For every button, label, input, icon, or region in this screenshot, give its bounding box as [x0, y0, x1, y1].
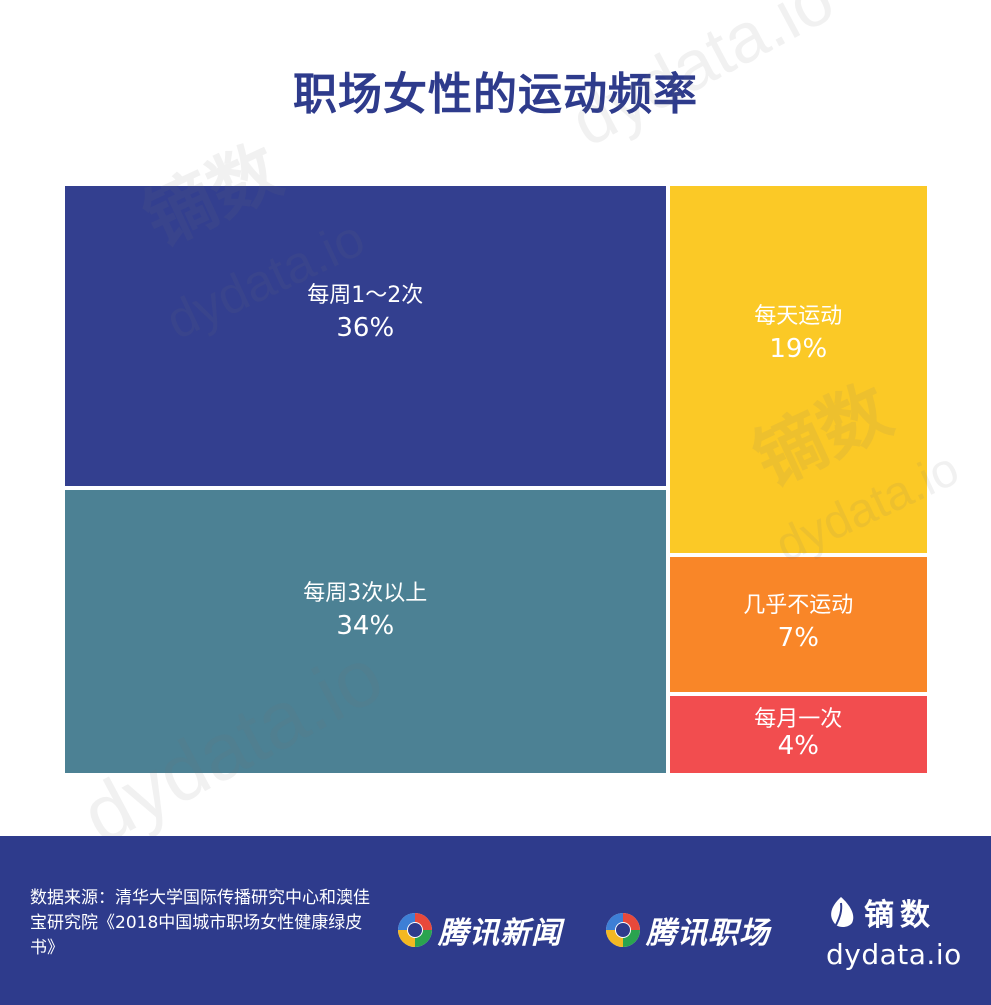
tencent-career-label: 腾讯职场	[646, 916, 770, 951]
treemap-cell: 每周3次以上 34%	[65, 489, 666, 773]
treemap-cell: 每周1～2次 36%	[65, 186, 666, 486]
treemap-cell: 每天运动 19%	[669, 186, 927, 553]
tencent-news-logo: 腾讯新闻	[396, 908, 562, 952]
tencent-career-icon	[604, 911, 642, 949]
cell-value: 4%	[777, 731, 819, 762]
data-source-text: 数据来源：清华大学国际传播研究中心和澳佳宝研究院《2018中国城市职场女性健康绿…	[30, 888, 370, 958]
treemap-cell: 每月一次 4%	[669, 695, 927, 773]
footer: 数据来源：清华大学国际传播研究中心和澳佳宝研究院《2018中国城市职场女性健康绿…	[0, 836, 991, 1005]
cell-value: 34%	[336, 611, 395, 642]
cell-value: 7%	[777, 622, 819, 653]
cell-label: 每天运动	[754, 304, 843, 330]
cell-label: 每周1～2次	[307, 282, 424, 308]
dydata-logo: 镝数 dydata.io	[826, 890, 966, 971]
cell-label: 每周3次以上	[303, 581, 428, 607]
leaf-icon	[831, 897, 854, 928]
cell-label: 几乎不运动	[743, 593, 854, 619]
cell-value: 36%	[336, 312, 395, 343]
dydata-logo-cn: 镝数	[864, 898, 936, 933]
tencent-news-icon	[396, 911, 434, 949]
chart-title: 职场女性的运动频率	[293, 69, 698, 120]
tencent-news-label: 腾讯新闻	[438, 916, 562, 951]
cell-value: 19%	[769, 333, 828, 364]
dydata-logo-en: dydata.io	[826, 938, 962, 971]
treemap-cell: 几乎不运动 7%	[669, 556, 927, 692]
tencent-career-logo: 腾讯职场	[604, 908, 770, 952]
cell-label: 每月一次	[754, 706, 843, 732]
